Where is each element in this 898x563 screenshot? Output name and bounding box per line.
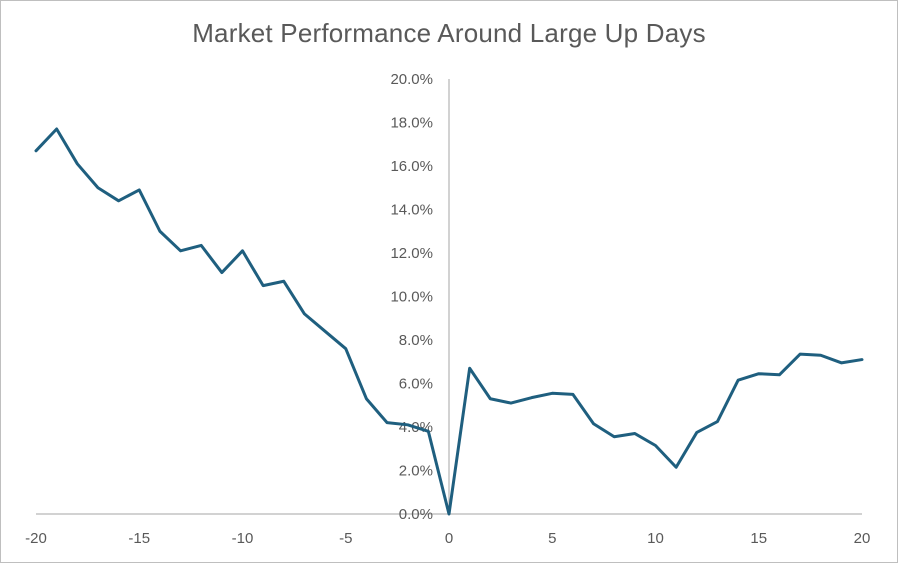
x-tick-label: 15 [750, 530, 767, 547]
x-tick-label: -10 [232, 530, 254, 547]
x-tick-label: 0 [445, 530, 453, 547]
series-line [34, 127, 864, 516]
y-tick-label: 18.0% [390, 115, 433, 132]
y-tick-label: 20.0% [390, 71, 433, 88]
y-tick-label: 8.0% [399, 332, 433, 349]
x-tick-label: -15 [128, 530, 150, 547]
y-tick-label: 10.0% [390, 289, 433, 306]
y-tick-label: 2.0% [399, 463, 433, 480]
y-tick-label: 6.0% [399, 376, 433, 393]
x-tick-label: 10 [647, 530, 664, 547]
x-tick-label: -20 [25, 530, 47, 547]
chart-title: Market Performance Around Large Up Days [192, 18, 706, 48]
y-tick-label: 14.0% [390, 202, 433, 219]
x-tick-label: 5 [548, 530, 556, 547]
y-tick-labels: 0.0%2.0%4.0%6.0%8.0%10.0%12.0%14.0%16.0%… [390, 71, 433, 523]
y-tick-label: 16.0% [390, 158, 433, 175]
x-tick-label: -5 [339, 530, 352, 547]
axes [36, 79, 862, 515]
series-group [34, 127, 864, 516]
x-tick-label: 20 [854, 530, 871, 547]
y-tick-label: 12.0% [390, 245, 433, 262]
y-tick-label: 0.0% [399, 506, 433, 523]
x-tick-labels: -20 -15 -10 -5 0 5 10 15 20 [25, 530, 870, 547]
